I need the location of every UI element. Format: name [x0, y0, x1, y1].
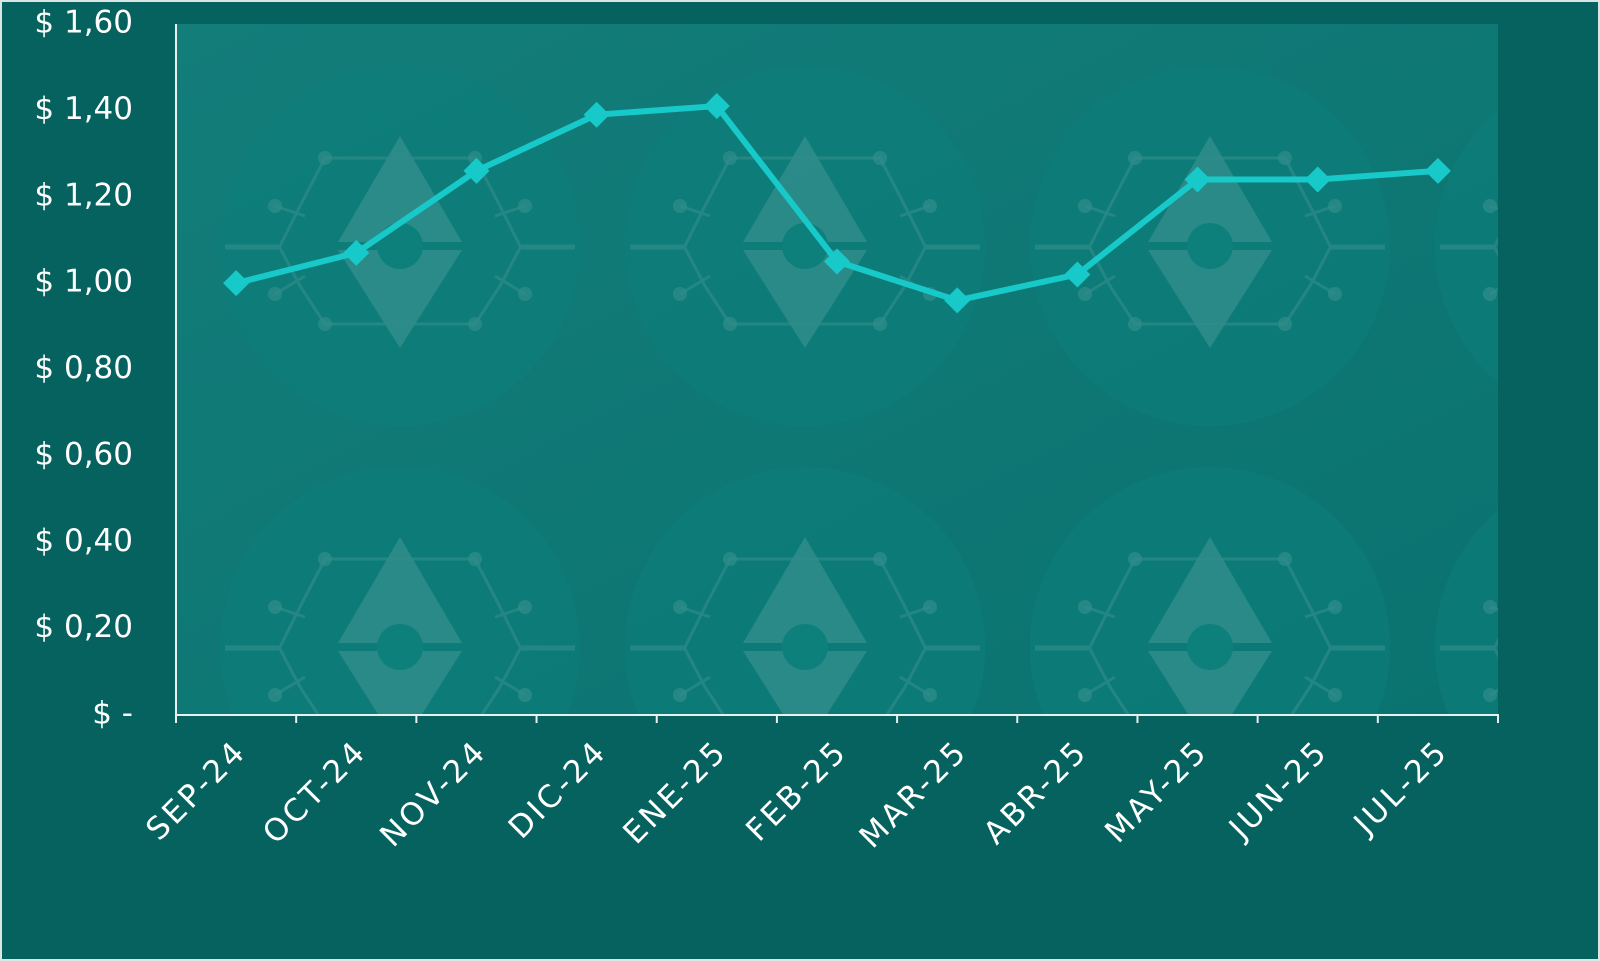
watermark-logo-icon — [625, 467, 985, 715]
data-point-marker — [463, 157, 490, 184]
series-group — [223, 93, 1451, 314]
y-tick-label: $ 0,40 — [34, 523, 133, 559]
data-point-marker — [343, 239, 370, 266]
y-tick-label: $ 1,60 — [34, 5, 133, 41]
x-tick-label: MAR-25 — [853, 733, 975, 855]
data-point-marker — [944, 287, 971, 314]
watermark-logo-icon — [1435, 109, 1498, 383]
x-tick-label: JUN-25 — [1221, 733, 1335, 847]
watermark-logo-icon — [1030, 467, 1390, 715]
y-tick-label: $ 0,20 — [34, 609, 133, 645]
data-point-marker — [1424, 157, 1451, 184]
x-tick-label: ENE-25 — [616, 733, 734, 851]
watermark-logo-icon — [625, 66, 985, 426]
x-tick-label: SEP-24 — [139, 733, 253, 847]
x-axis-ticks: SEP-24 OCT-24 NOV-24 DIC-24 ENE-25 FEB-25MAR-… — [139, 733, 1455, 855]
watermark-logo-icon — [220, 467, 580, 715]
y-tick-label: $ - — [92, 696, 133, 732]
data-point-marker — [824, 248, 850, 275]
y-tick-label: $ 1,40 — [34, 91, 133, 127]
axes — [175, 24, 1499, 723]
x-tick-label: FEB-25 — [739, 733, 854, 848]
x-tick-label: OCT-24 — [256, 733, 374, 851]
watermark-logo-icon — [1030, 66, 1390, 426]
x-tick-label: DIC-24 — [502, 733, 615, 846]
y-tick-label: $ 0,60 — [34, 436, 133, 472]
data-point-marker — [1064, 261, 1091, 288]
watermark-logo-icon — [1435, 510, 1498, 715]
x-tick-label: MAY-25 — [1098, 733, 1215, 850]
x-tick-label: NOV-24 — [373, 733, 494, 854]
y-tick-label: $ 0,80 — [34, 350, 133, 386]
data-point-marker — [583, 101, 610, 128]
x-tick-label: JUL-25 — [1346, 733, 1456, 843]
data-point-marker — [1304, 166, 1331, 193]
y-tick-label: $ 1,20 — [34, 177, 133, 213]
watermark-logos — [220, 66, 1498, 715]
y-tick-label: $ 1,00 — [34, 264, 133, 300]
watermark-logo-icon — [220, 66, 580, 426]
data-point-marker — [703, 93, 730, 120]
data-point-marker — [223, 270, 250, 297]
y-axis-ticks: $ - $ 0,20 $ 0,40 $ 0,60 $ 0,80 $ 1,00 $ 1,20 $… — [34, 5, 133, 732]
data-point-marker — [1184, 166, 1211, 193]
x-tick-label: ABR-25 — [977, 733, 1095, 851]
